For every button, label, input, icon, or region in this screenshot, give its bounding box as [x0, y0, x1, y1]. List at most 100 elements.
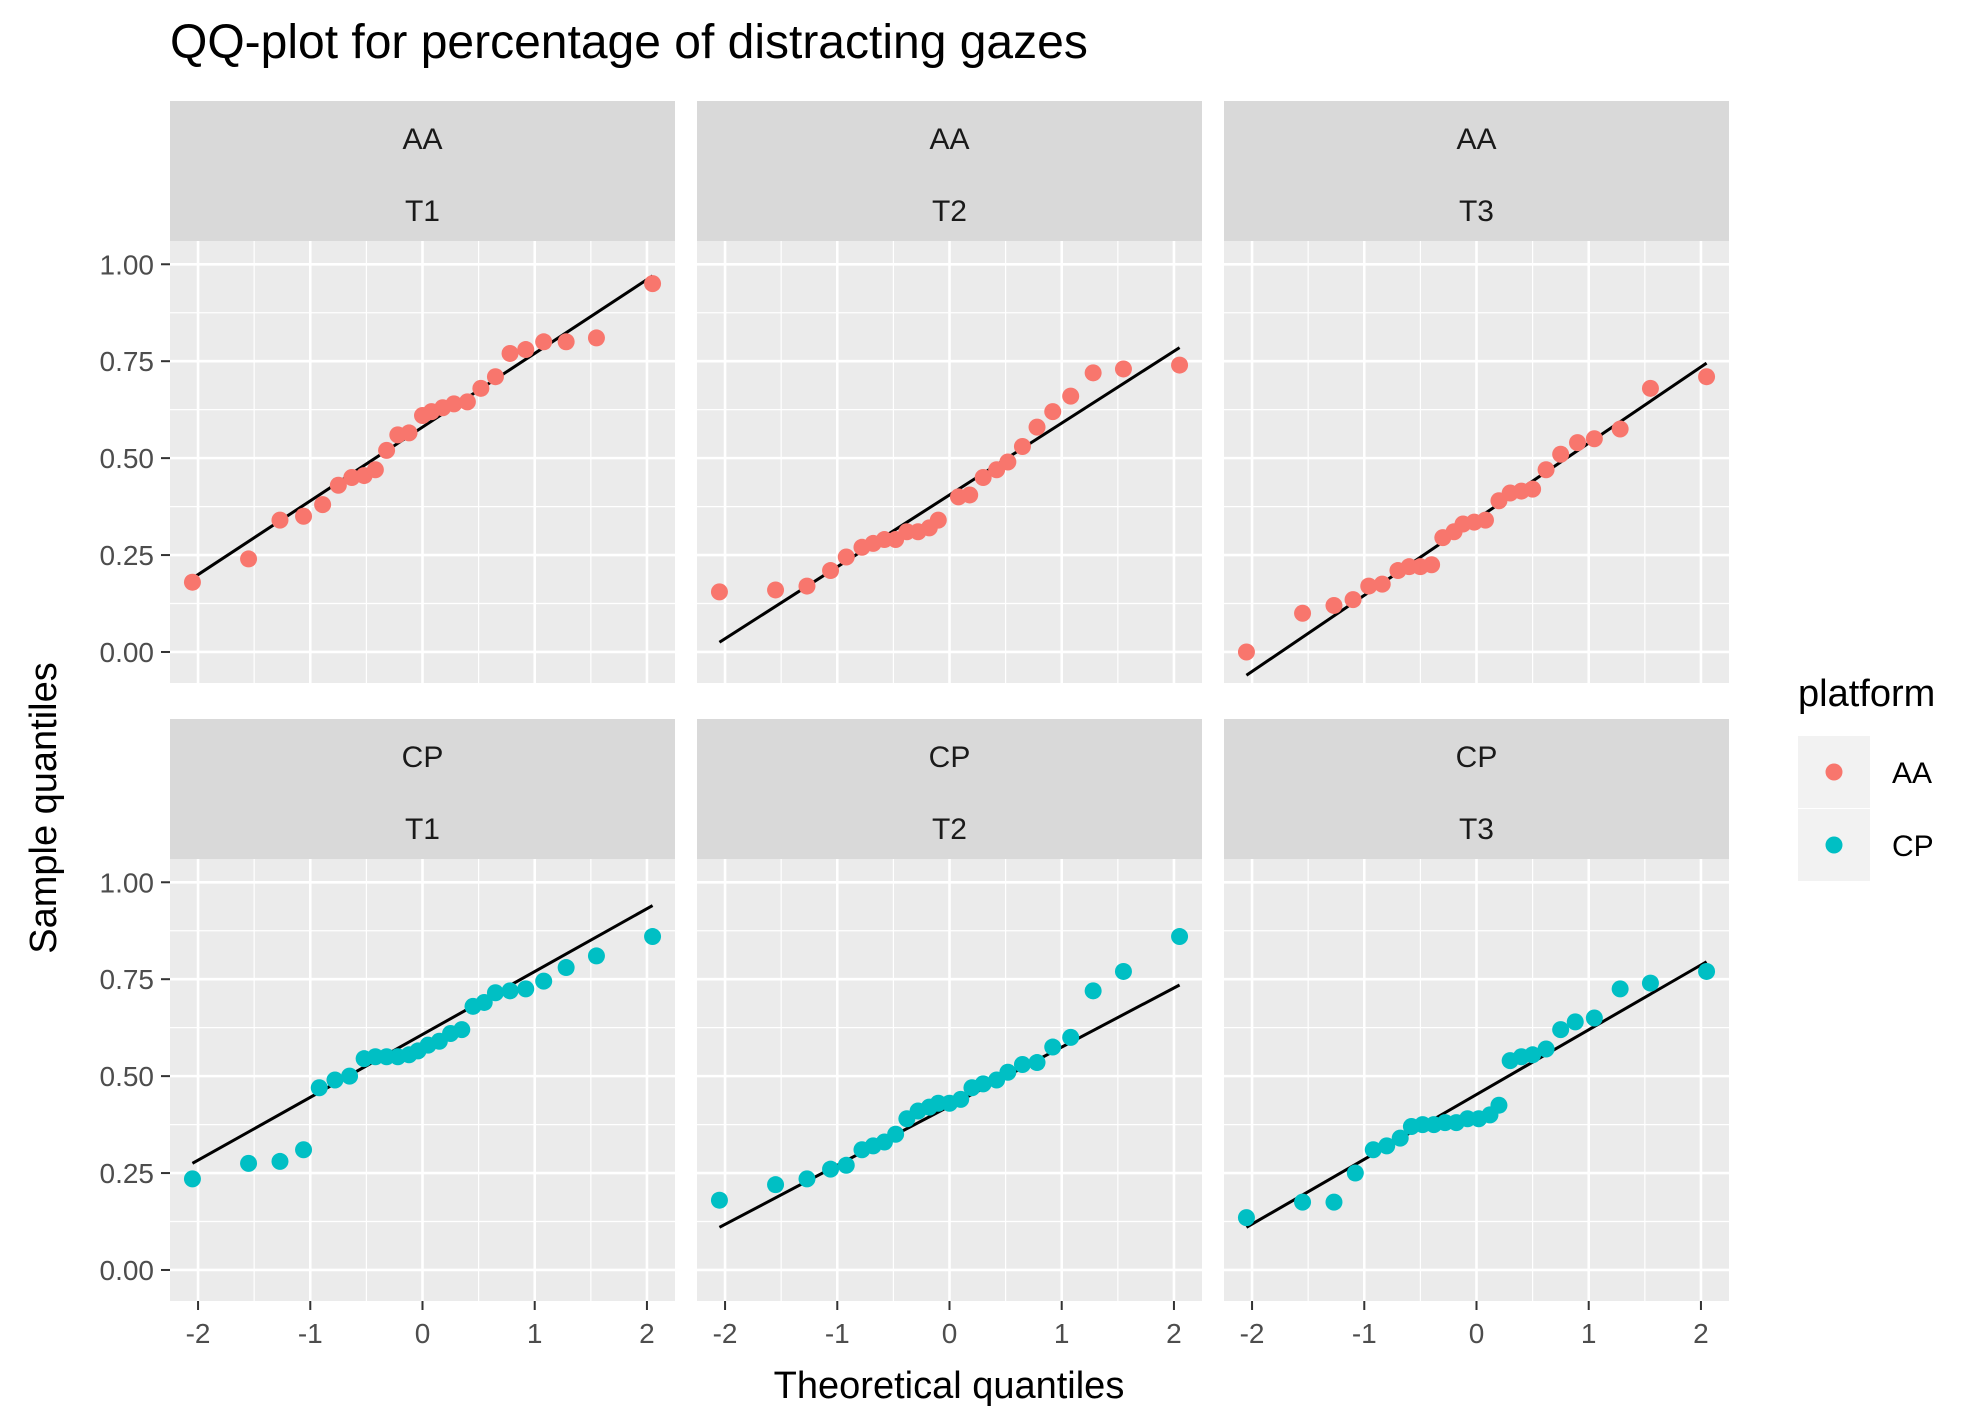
x-tick-label: -2	[186, 1318, 211, 1349]
data-point	[1325, 596, 1343, 614]
data-point	[1171, 356, 1189, 374]
data-point	[1028, 1054, 1046, 1072]
x-tick-label: 1	[1054, 1318, 1070, 1349]
x-tick-label: 2	[1693, 1318, 1709, 1349]
data-point	[486, 368, 504, 386]
data-point	[1641, 379, 1659, 397]
x-tick-label: -2	[1240, 1318, 1265, 1349]
data-point	[1490, 1096, 1508, 1114]
data-point	[1537, 1040, 1555, 1058]
data-point	[535, 972, 553, 990]
data-point	[1585, 430, 1603, 448]
y-tick-label: 0.50	[100, 1061, 155, 1092]
data-point	[644, 275, 662, 293]
facet-strip-platform: CP	[929, 741, 971, 774]
legend-title: platform	[1798, 673, 1935, 715]
legend-swatch-AA	[1825, 763, 1843, 781]
data-point	[1524, 1046, 1542, 1064]
facet-strip	[1224, 719, 1729, 859]
x-tick-label: 1	[527, 1318, 543, 1349]
x-tick-label: 1	[1581, 1318, 1597, 1349]
data-point	[240, 550, 258, 568]
data-point	[822, 562, 840, 580]
data-point	[1084, 982, 1102, 1000]
data-point	[1346, 1164, 1364, 1182]
x-tick-label: 2	[1166, 1318, 1182, 1349]
data-point	[822, 1160, 840, 1178]
data-point	[1013, 437, 1031, 455]
data-point	[314, 496, 332, 514]
facet-panel-CP-T3: CP T3 -2 -1 0 1 2	[1224, 719, 1729, 1349]
y-axis-title: Sample quantiles	[23, 662, 65, 954]
facet-panel-AA-T3: AA T3	[1224, 101, 1729, 683]
x-tick-label: 0	[942, 1318, 958, 1349]
facet-strip	[697, 101, 1202, 241]
data-point	[961, 486, 979, 504]
data-point	[1360, 577, 1378, 595]
data-point	[535, 333, 553, 351]
facet-panel-CP-T1: CP T1 0.00 0.25 0.50 0.75 1.00 -2 -1 0 1 2	[100, 719, 675, 1349]
data-point	[999, 1063, 1017, 1081]
data-point	[767, 1176, 785, 1194]
data-point	[1378, 1137, 1396, 1155]
data-point	[1294, 1193, 1312, 1211]
facet-strip-task: T1	[405, 813, 440, 846]
legend-swatch-CP	[1825, 836, 1843, 854]
data-point	[974, 1075, 992, 1093]
data-point	[329, 476, 347, 494]
data-point	[644, 928, 662, 946]
data-point	[1325, 1193, 1343, 1211]
data-point	[557, 333, 575, 351]
data-point	[1641, 974, 1659, 992]
data-point	[475, 993, 493, 1011]
data-point	[517, 341, 535, 359]
legend-label-CP: CP	[1892, 830, 1934, 863]
data-point	[1114, 360, 1132, 378]
data-point	[710, 583, 728, 601]
y-tick-label: 0.75	[100, 346, 155, 377]
facet-panel-AA-T1: AA T1 0.00 0.25 0.50 0.75 1.00	[100, 101, 675, 683]
y-tick-label: 0.50	[100, 443, 155, 474]
data-point	[1171, 928, 1189, 946]
facet-strip-task: T3	[1459, 195, 1494, 228]
legend-label-AA: AA	[1892, 757, 1932, 790]
data-point	[1552, 1021, 1570, 1039]
data-point	[310, 1079, 328, 1097]
data-point	[1566, 1013, 1584, 1031]
facet-strip-task: T2	[932, 195, 967, 228]
data-point	[1364, 1141, 1382, 1159]
data-point	[271, 1152, 289, 1170]
data-point	[887, 1125, 905, 1143]
qq-reference-line	[718, 346, 1181, 644]
data-point	[458, 393, 476, 411]
facet-strip-task: T2	[932, 813, 967, 846]
legend: platform AA CP	[1798, 673, 1935, 881]
data-point	[1698, 962, 1716, 980]
data-point	[1084, 364, 1102, 382]
facet-strip	[1224, 101, 1729, 241]
facet-strip-task: T3	[1459, 813, 1494, 846]
x-tick-label: -1	[825, 1318, 850, 1349]
y-tick-label: 0.00	[100, 637, 155, 668]
data-point	[295, 1141, 313, 1159]
data-point	[341, 1067, 359, 1085]
data-point	[1476, 511, 1494, 529]
x-tick-label: 0	[415, 1318, 431, 1349]
facet-strip-platform: AA	[1456, 123, 1496, 156]
data-point	[1569, 434, 1586, 452]
data-point	[557, 959, 575, 977]
data-point	[837, 1156, 855, 1174]
data-point	[1611, 980, 1629, 998]
data-point	[366, 461, 384, 479]
facet-strip	[170, 101, 675, 241]
data-point	[1062, 387, 1080, 405]
x-tick-label: -1	[298, 1318, 323, 1349]
data-point	[472, 379, 490, 397]
y-tick-label: 0.00	[100, 1255, 155, 1286]
data-point	[837, 548, 855, 566]
data-point	[587, 329, 605, 347]
data-point	[240, 1154, 258, 1172]
data-point	[1698, 368, 1716, 386]
chart-title: QQ-plot for percentage of distracting ga…	[170, 16, 1088, 69]
